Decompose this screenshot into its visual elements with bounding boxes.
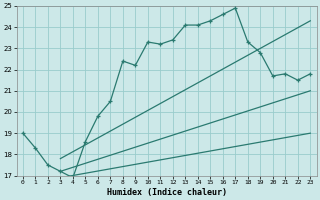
X-axis label: Humidex (Indice chaleur): Humidex (Indice chaleur) <box>107 188 227 197</box>
